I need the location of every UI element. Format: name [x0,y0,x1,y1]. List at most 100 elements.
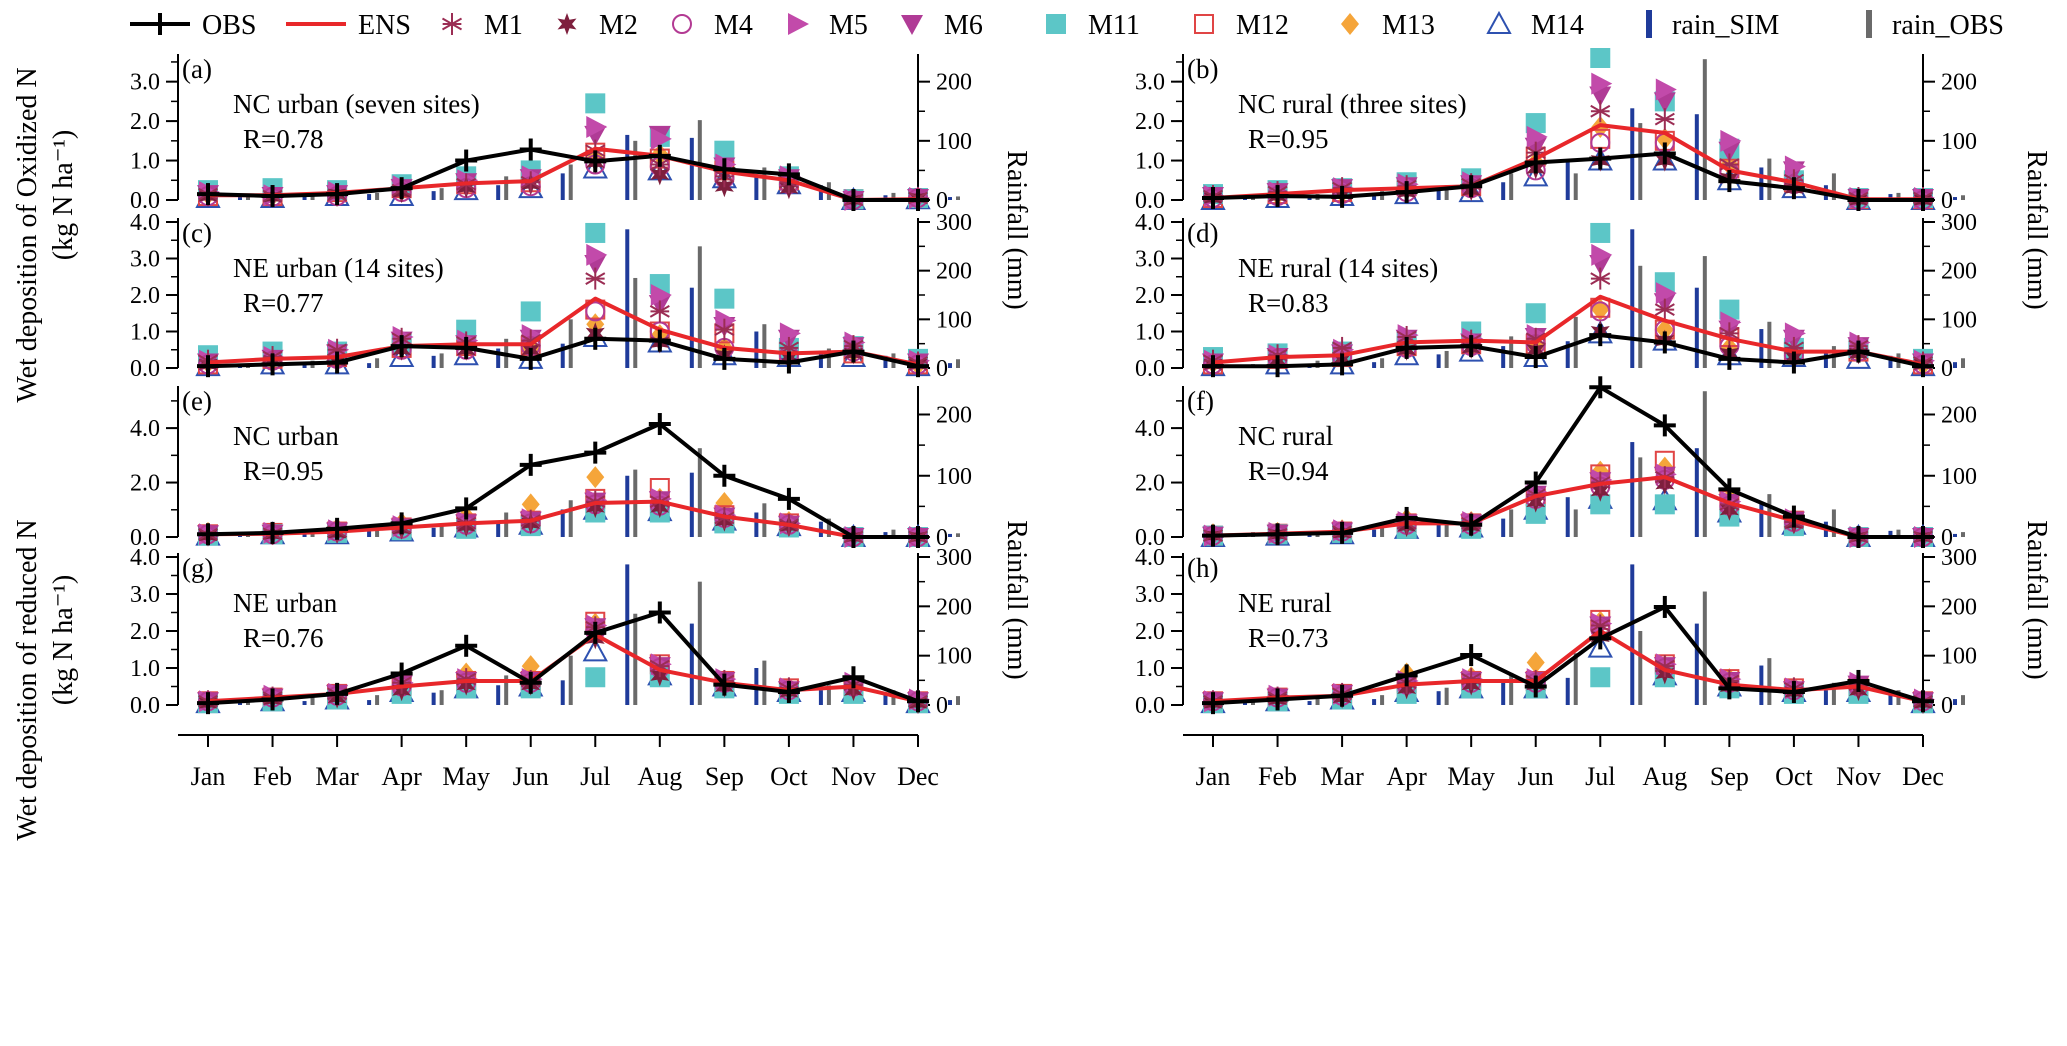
panel-a-obs-point [326,183,349,206]
panel-d-obs-point [1589,324,1612,347]
panel-c-obs-point [842,340,865,363]
panel-a-obs-point [648,144,671,167]
panel-h-rain-sim-bar [1888,692,1893,705]
panel-g-rain-obs-bar [504,675,509,705]
panel-a-obs-point [390,177,413,200]
panel-c-rain-obs-bar [956,359,960,368]
panel-a-rain-obs-bar [568,164,573,200]
panel-a-r-value: R=0.78 [243,124,324,154]
panel-b-obs-point [1460,175,1483,198]
panel-a-rain-sim-bar [560,173,565,200]
panel-e-rain-sim-bar [431,527,436,537]
panel-b-rain-obs-bar [1638,123,1643,200]
panel-f-obs-point [1718,478,1741,501]
panel-h-rain-obs-bar [1444,687,1449,705]
panel-a-ytick-label: 1.0 [130,149,160,175]
panel-f: 0.0 2.0 4.0 0 100 200 (f) NC rural R=0.94 [1135,376,1977,551]
panel-b-title: NC rural (three sites) [1238,89,1467,119]
panel-b-rain-obs-bar [1509,173,1514,200]
panel-c-obs-point [390,335,413,358]
panel-f-obs-point [1395,506,1418,529]
panel-c-obs-point [907,355,929,378]
panel-e-M13-point [586,466,605,489]
panel-d: 0.0 1.0 2.0 3.0 4.0 0 100 200 300 (d) NE rural (14… [1135,210,1977,382]
panel-b-rain-sim-bar [1565,161,1570,200]
panel-g-rain-sim-bar [238,702,242,705]
panel-f-rain-obs-bar [1831,509,1836,537]
panel-c-rain-obs-bar [826,348,831,368]
panel-c-rain-sim-bar [496,348,501,368]
panel-g-ytick-label: 3.0 [130,582,160,608]
panel-h: 0.0 1.0 2.0 3.0 4.0 0 100 200 300 (h) NE rural R=0.… [1135,545,1977,719]
panel-h-rain-obs-bar [1251,701,1255,705]
panel-e-rain-obs-bar [891,529,896,537]
legend-item-M1: M1 [441,10,523,41]
panel-b-ytick-label: 2.0 [1135,109,1165,135]
panel-b-obs-point [1782,177,1805,200]
panel-b-M5-point [1720,129,1742,152]
panel-e-rain-obs-bar [375,529,380,537]
panel-f-M11-point [1590,494,1611,515]
panel-e-obs-point [455,497,478,520]
month-label-Jul: Jul [580,762,610,791]
panel-d-obs-point [1395,336,1418,359]
panel-f-title: NC rural [1238,421,1333,451]
panel-b-rtick-label: 0 [1941,188,1953,214]
legend-label-M2: M2 [599,10,638,41]
panel-b-rain-obs-bar [1961,195,1965,200]
panel-c-obs-point [648,329,671,352]
panel-f-rain-sim-bar [1501,518,1506,537]
panel-e: 0.0 2.0 4.0 0 100 200 (e) NC urban R=0.95 [130,386,972,551]
panel-c-ens-line [207,296,919,367]
legend-label-M14: M14 [1531,10,1584,41]
panel-f-rtick-label: 200 [1941,403,1977,429]
panel-c-rain-sim-bar [625,229,630,368]
panel-d-rtick-label: 0 [1941,356,1953,382]
panel-b-M11-point [1590,48,1611,68]
legend-M13-marker [1341,13,1359,35]
panel-c-obs-point [326,351,349,374]
panel-d-M1-point [1590,267,1611,290]
month-label-Sep: Sep [705,762,744,791]
panel-f-obs-point [1331,521,1354,544]
panel-a-rtick-label: 200 [936,70,972,96]
panel-g-rain-obs-bar [956,696,960,705]
panel-c-tag: (c) [182,218,212,248]
panel-a-obs-point [519,138,542,161]
panel-a-M5-point [586,116,608,139]
panel-a-rain-obs-bar [504,176,509,200]
panel-b-obs-point [1331,185,1354,208]
rainfall-axis-title-right-bottom: Rainfall (mm) [2021,520,2052,679]
panel-d-obs-point [1460,335,1483,358]
panel-f-obs-point [1782,505,1805,528]
panel-g-obs-point [326,682,349,705]
panel-g-M14-point [582,638,608,662]
panel-g-rain-obs-bar [439,690,444,705]
panel-b-rtick-label: 200 [1941,70,1977,96]
panel-g-obs-point [261,688,284,711]
panel-g-rain-sim-bar [367,700,372,705]
legend-label-M13: M13 [1382,10,1435,41]
panel-h-title: NE rural [1238,588,1332,618]
panel-c-ytick-label: 0.0 [130,356,160,382]
month-label-Jun: Jun [513,762,549,791]
panel-c: 0.0 1.0 2.0 3.0 4.0 0 100 200 300 (c) NE urban (14… [130,210,972,382]
panel-d-rtick-label: 200 [1941,259,1977,285]
panel-f-rain-obs-bar [1380,527,1385,537]
panel-d-ytick-label: 2.0 [1135,283,1165,309]
legend-label-M4: M4 [714,10,753,41]
panel-f-rain-sim-bar [1372,529,1377,537]
month-label-May: May [442,762,490,791]
panel-e-obs-point [777,487,800,510]
panel-f-M11-point [1654,494,1675,515]
panel-f-rain-sim-bar [1694,448,1699,537]
panel-h-M11-point [1590,667,1611,688]
panel-f-obs-point [1653,414,1676,437]
panel-g-rain-obs-bar [697,581,702,705]
panel-c-ytick-label: 2.0 [130,283,160,309]
panel-c-obs-point [197,355,219,378]
legend-label-M12: M12 [1236,10,1289,41]
panel-d-ytick-label: 1.0 [1135,320,1165,346]
panel-d-rain-sim-bar [1372,362,1377,368]
panel-f-rain-sim-bar [1759,503,1764,537]
